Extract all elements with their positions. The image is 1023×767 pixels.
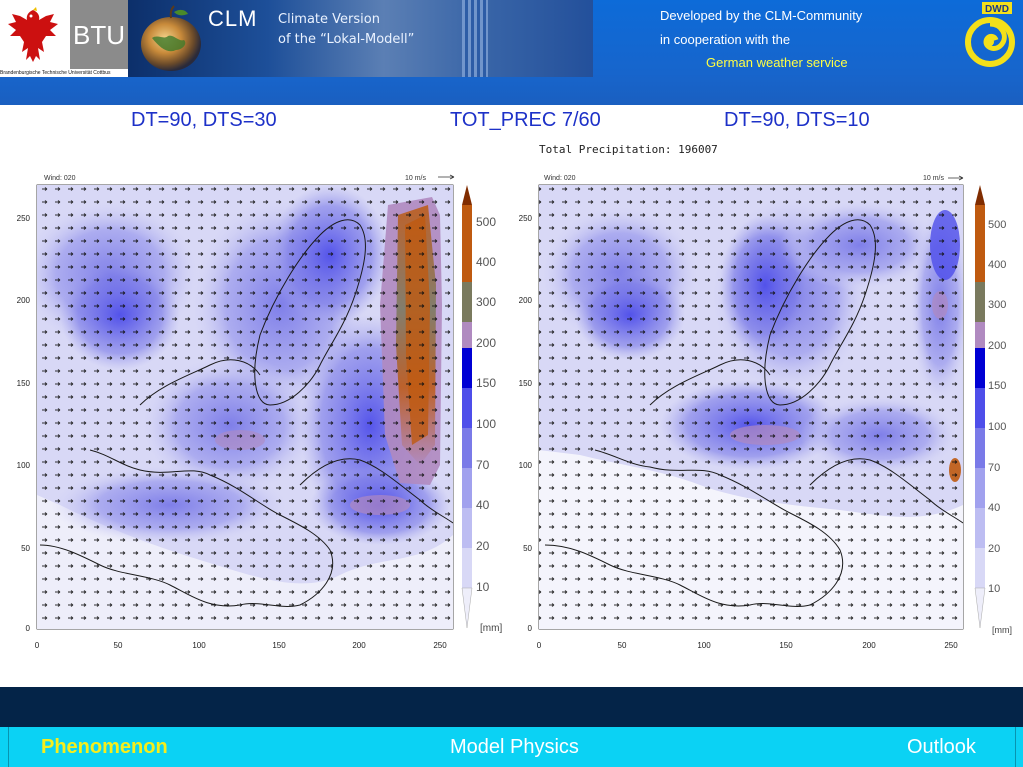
right-cbar-label: 500 xyxy=(988,219,1006,231)
right-cbar-label: 100 xyxy=(988,421,1006,433)
developed-by-line1: Developed by the CLM-Community xyxy=(660,8,863,23)
left-cbar-label: 100 xyxy=(476,417,496,431)
right-ytick: 250 xyxy=(519,214,533,223)
earth-apple-icon xyxy=(141,5,201,71)
left-cbar-label: 300 xyxy=(476,295,496,309)
clm-word: CLM xyxy=(208,6,258,31)
footer-nav: Phenomenon Model Physics Outlook xyxy=(0,727,1023,767)
right-ytick: 50 xyxy=(523,544,532,553)
btu-short-label: BTU xyxy=(70,0,128,70)
left-xtick: 200 xyxy=(352,641,366,650)
left-cbar-label: 500 xyxy=(476,215,496,229)
plot-suptitle: Total Precipitation: 196007 xyxy=(539,143,718,156)
left-unit-label: [mm] xyxy=(480,623,502,634)
right-xtick: 200 xyxy=(862,641,876,650)
left-cbar-label: 20 xyxy=(476,539,490,553)
nav-phenomenon[interactable]: Phenomenon xyxy=(41,736,168,758)
right-ytick: 0 xyxy=(528,624,533,633)
right-cbar-label: 200 xyxy=(988,340,1006,352)
left-cbar-label: 70 xyxy=(476,458,490,472)
brandenburg-eagle-icon xyxy=(8,7,58,62)
left-cbar-label: 400 xyxy=(476,255,496,269)
right-cbar-label: 300 xyxy=(988,299,1006,311)
left-ytick: 50 xyxy=(21,544,30,553)
left-xtick: 100 xyxy=(192,641,206,650)
right-wind-label: Wind: 020 xyxy=(544,175,576,182)
right-cbar-label: 10 xyxy=(988,583,1000,595)
right-colorbar: 500 400 300 200 150 100 70 40 20 10 [mm] xyxy=(974,185,1012,635)
left-map-panel: Wind: 020 10 m/s xyxy=(17,174,502,650)
left-xtick: 250 xyxy=(433,641,447,650)
left-ytick: 250 xyxy=(17,214,31,223)
left-ytick: 200 xyxy=(17,296,31,305)
nav-outlook[interactable]: Outlook xyxy=(907,736,976,758)
left-cbar-label: 150 xyxy=(476,376,496,390)
right-ytick: 200 xyxy=(519,296,533,305)
left-experiment-label: DT=90, DTS=30 xyxy=(131,109,277,131)
left-cbar-label: 200 xyxy=(476,336,496,350)
right-cbar-label: 70 xyxy=(988,462,1000,474)
right-xtick: 100 xyxy=(697,641,711,650)
right-cbar-label: 20 xyxy=(988,543,1000,555)
right-wind-ref-arrow xyxy=(948,175,964,181)
left-wind-ref-arrow xyxy=(438,174,455,180)
right-xtick: 50 xyxy=(618,641,627,650)
main-content: DT=90, DTS=30 TOT_PREC 7/60 DT=90, DTS=1… xyxy=(0,105,1023,687)
left-wind-ref: 10 m/s xyxy=(405,175,427,182)
right-cbar-label: 150 xyxy=(988,380,1006,392)
left-ytick: 150 xyxy=(17,379,31,388)
scroll-left-handle[interactable] xyxy=(0,727,9,767)
left-xtick: 0 xyxy=(35,641,40,650)
german-weather-service-link[interactable]: German weather service xyxy=(706,55,848,70)
left-ytick: 100 xyxy=(17,461,31,470)
right-ytick: 150 xyxy=(519,379,533,388)
right-experiment-label: DT=90, DTS=10 xyxy=(724,109,870,131)
left-xtick: 50 xyxy=(114,641,123,650)
left-ytick: 0 xyxy=(26,624,31,633)
dwd-logo-icon[interactable]: DWD xyxy=(962,2,1016,68)
developed-by-line2: in cooperation with the xyxy=(660,32,791,47)
clm-title-line1: Climate Version xyxy=(278,12,380,27)
scroll-right-handle[interactable] xyxy=(1015,727,1023,767)
left-axes: 0 50 100 150 200 250 0 50 100 150 200 25… xyxy=(17,214,448,650)
dwd-label: DWD xyxy=(985,4,1009,15)
left-cbar-label: 10 xyxy=(476,580,490,594)
clm-title-line2: of the “Lokal-Modell” xyxy=(278,32,415,47)
banner-stripes xyxy=(462,0,488,77)
dark-separator xyxy=(0,687,1023,727)
left-wind-label: Wind: 020 xyxy=(44,175,76,182)
left-colorbar: 500 400 300 200 150 100 70 40 20 10 [mm] xyxy=(461,185,502,634)
right-unit-label: [mm] xyxy=(992,625,1012,635)
precip-maps: Wind: 020 10 m/s xyxy=(17,174,1012,650)
nav-model-physics[interactable]: Model Physics xyxy=(450,736,579,758)
right-wind-ref: 10 m/s xyxy=(923,175,945,182)
right-cbar-label: 400 xyxy=(988,259,1006,271)
left-xtick: 150 xyxy=(272,641,286,650)
left-cbar-label: 40 xyxy=(476,498,490,512)
right-xtick: 0 xyxy=(537,641,542,650)
clm-banner: CLM Climate Version of the “Lokal-Modell… xyxy=(128,0,593,77)
right-axes: 0 50 100 150 200 250 0 50 100 150 200 25… xyxy=(519,214,959,650)
btu-full-name: Brandenburgische Technische Universität … xyxy=(0,69,128,77)
right-map-panel: Wind: 020 10 m/s xyxy=(519,175,1012,650)
right-xtick: 150 xyxy=(779,641,793,650)
variable-label: TOT_PREC 7/60 xyxy=(450,109,601,131)
right-cbar-label: 40 xyxy=(988,502,1000,514)
right-xtick: 250 xyxy=(944,641,958,650)
header-banner: BTU Brandenburgische Technische Universi… xyxy=(0,0,1023,105)
right-ytick: 100 xyxy=(519,461,533,470)
btu-logo[interactable]: BTU Brandenburgische Technische Universi… xyxy=(0,0,129,77)
